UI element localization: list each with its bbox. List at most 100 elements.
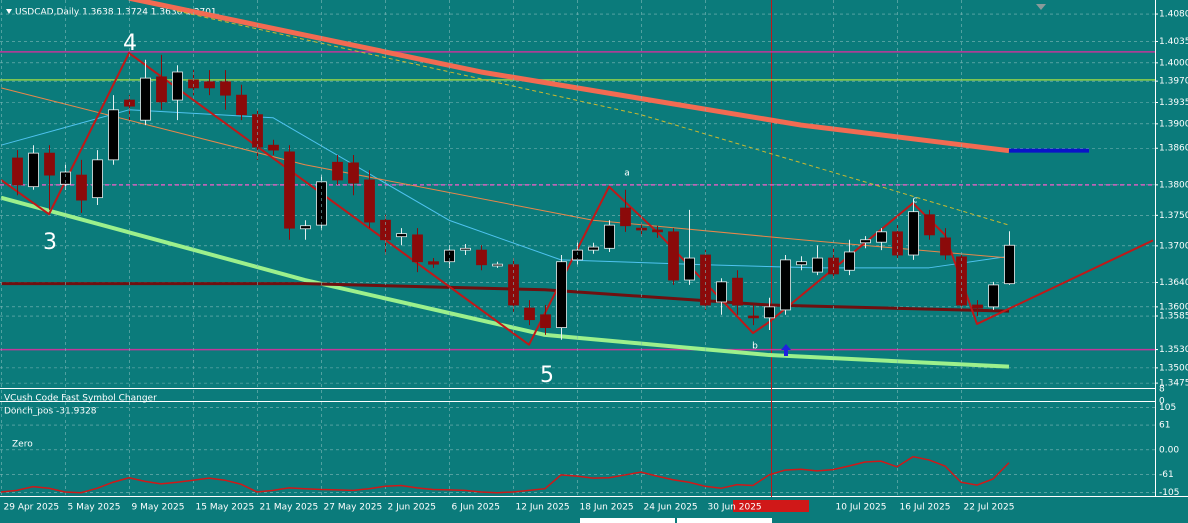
candle-body: [972, 304, 983, 309]
wave-label: 4: [123, 31, 137, 56]
y-tick-label: 61: [1159, 421, 1170, 431]
candle-body: [988, 284, 999, 308]
candle-body: [732, 277, 743, 306]
x-tick-label: 5 May 2025: [68, 503, 121, 513]
y-tick-label: 1.3935: [1159, 98, 1188, 108]
y-tick-label: -61: [1159, 470, 1174, 480]
candle-body: [268, 144, 279, 151]
candle-body: [444, 249, 455, 263]
x-tick-label: 2 Jun 2025: [388, 503, 436, 513]
x-tick-label: 16 Jul 2025: [900, 503, 951, 513]
candle-body: [204, 81, 215, 89]
candle-body: [892, 231, 903, 256]
candle-body: [220, 81, 231, 96]
indicator-title: Donch_pos -31.9328: [4, 407, 97, 417]
x-tick-label: 12 Jun 2025: [516, 503, 570, 513]
candle-body: [1004, 244, 1015, 285]
candle-body: [332, 161, 343, 181]
candle-body: [812, 257, 823, 273]
x-tick-label: 29 Apr 2025: [4, 503, 60, 513]
menu-marker: [6, 9, 12, 14]
candle-body: [668, 231, 679, 281]
candle-body: [540, 314, 551, 329]
candle-body: [700, 254, 711, 306]
candle-body: [588, 246, 599, 251]
candle-body: [492, 263, 503, 267]
wave-label: 5: [540, 363, 554, 388]
candle-body: [860, 239, 871, 244]
status-box: [677, 518, 772, 523]
overlay-line: [176, 10, 1010, 226]
x-tick-label: 15 May 2025: [196, 503, 255, 513]
wave-label: c: [913, 196, 918, 206]
wave-label: 3: [43, 230, 57, 255]
candle-body: [396, 233, 407, 238]
overlay-line: [128, 0, 1010, 154]
candle-body: [876, 231, 887, 243]
candle-body: [12, 157, 23, 186]
x-tick-label: 24 Jun 2025: [644, 503, 698, 513]
x-tick-label: 21 May 2025: [260, 503, 319, 513]
candle-body: [236, 94, 247, 116]
candle-body: [284, 151, 295, 229]
candle-body: [428, 261, 439, 265]
candle-body: [412, 234, 423, 263]
y-tick-label: 1.3475: [1159, 379, 1188, 389]
candle-body: [556, 261, 567, 329]
y-tick-label: 0.00: [1159, 445, 1179, 455]
candle-body: [252, 114, 263, 148]
candle-body: [652, 229, 663, 233]
candle-body: [844, 251, 855, 271]
overlay-line: [1, 282, 1010, 313]
scroll-marker: [1036, 4, 1046, 10]
candle-body: [940, 237, 951, 256]
x-tick-label: 27 May 2025: [324, 503, 383, 513]
candle-body: [60, 171, 71, 185]
crosshair-date-box: [733, 500, 809, 512]
candle-body: [300, 225, 311, 230]
wave-label: b: [752, 342, 758, 352]
y-tick-label: 1.3860: [1159, 144, 1188, 154]
x-tick-label: 9 May 2025: [132, 503, 185, 513]
candle-body: [28, 152, 39, 188]
candle-body: [92, 159, 103, 199]
y-tick-label: -105: [1159, 488, 1179, 498]
x-tick-label: 6 Jun 2025: [452, 503, 500, 513]
y-tick-label: 0: [1159, 397, 1165, 407]
candle-body: [524, 307, 535, 321]
y-tick-label: 1.4000: [1159, 58, 1188, 68]
x-tick-label: 30 Jun 2025: [708, 503, 762, 513]
signal-arrow: [781, 344, 791, 356]
candle-body: [764, 306, 775, 319]
candle-body: [620, 207, 631, 227]
y-tick-label: 1.4035: [1159, 37, 1188, 47]
status-box: [580, 518, 675, 523]
candle-body: [684, 257, 695, 281]
y-tick-label: 1.3600: [1159, 302, 1188, 312]
candle-body: [76, 174, 87, 201]
x-tick-label: 18 Jun 2025: [580, 503, 634, 513]
candle-body: [956, 256, 967, 306]
candle-body: [460, 247, 471, 251]
candle-body: [604, 224, 615, 249]
y-tick-label: 1.3800: [1159, 180, 1188, 190]
y-tick-label: 8: [1159, 385, 1165, 395]
chart-title: USDCAD,Daily 1.3638 1.3724 1.3636 1.3701: [15, 8, 217, 18]
candle-body: [156, 76, 167, 103]
candle-body: [796, 261, 807, 266]
candle-body: [924, 214, 935, 236]
indicator-title: VCush Code Fast Symbol Changer: [4, 394, 157, 404]
level-label: Zero: [12, 439, 33, 449]
wave-label: a: [624, 169, 630, 179]
candle-body: [44, 152, 55, 176]
y-tick-label: 1.3585: [1159, 312, 1188, 322]
indicator-line: [0, 455, 1010, 494]
candle-body: [780, 259, 791, 311]
x-tick-label: 22 Jul 2025: [964, 503, 1015, 513]
candle-body: [716, 281, 727, 303]
y-tick-label: 1.3530: [1159, 345, 1188, 355]
y-tick-label: 1.3970: [1159, 77, 1188, 87]
y-tick-label: 1.3700: [1159, 241, 1188, 251]
